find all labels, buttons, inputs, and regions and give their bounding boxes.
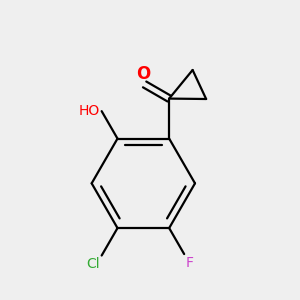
- Text: Cl: Cl: [86, 257, 100, 271]
- Text: F: F: [186, 256, 194, 270]
- Text: O: O: [136, 65, 150, 83]
- Text: HO: HO: [79, 104, 100, 118]
